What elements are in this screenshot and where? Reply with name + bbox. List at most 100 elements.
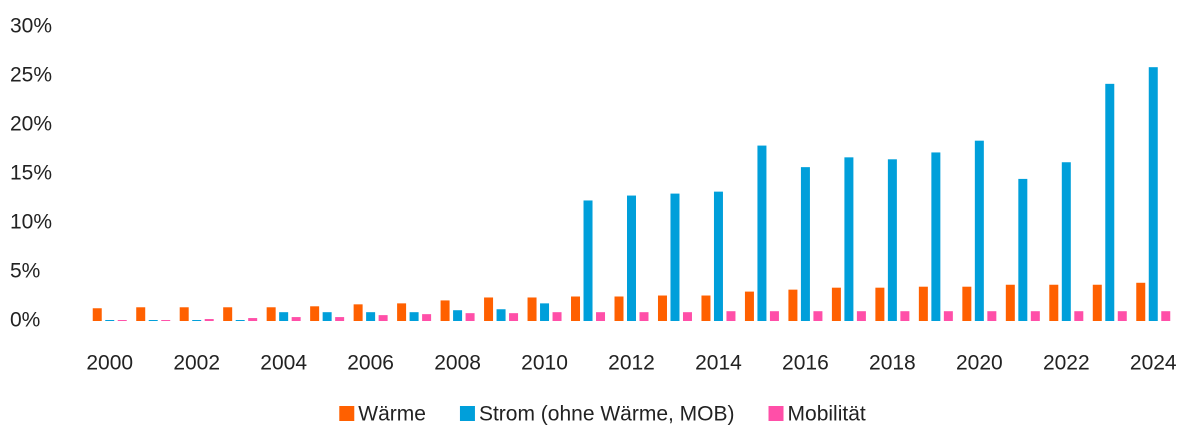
bar	[962, 286, 972, 321]
bar	[279, 312, 289, 321]
legend-swatch	[339, 406, 355, 421]
x-tick-label: 2014	[695, 352, 742, 375]
bar	[1136, 282, 1146, 321]
bar	[136, 307, 146, 321]
bar	[757, 145, 767, 321]
bar	[670, 193, 680, 321]
bar	[800, 167, 810, 321]
legend-label: Mobilität	[788, 403, 866, 426]
legend-swatch	[459, 406, 475, 421]
bar	[856, 311, 866, 321]
bar	[1018, 178, 1028, 321]
x-tick-label: 2024	[1130, 352, 1177, 375]
bar	[453, 310, 463, 321]
bar	[161, 320, 171, 321]
bar	[844, 157, 854, 321]
y-tick-label: 0%	[10, 309, 40, 332]
bar	[179, 307, 189, 321]
bar	[148, 320, 158, 321]
y-tick-label: 25%	[10, 64, 52, 87]
legend-swatch	[768, 406, 784, 421]
bar	[918, 286, 928, 321]
bar	[657, 295, 667, 321]
bar	[614, 296, 624, 321]
bar	[117, 320, 127, 321]
bar	[223, 307, 233, 321]
bar	[322, 312, 332, 321]
bar	[1061, 162, 1071, 321]
legend-label: Strom (ohne Wärme, MOB)	[479, 403, 735, 426]
bar	[1161, 311, 1171, 321]
bar	[744, 291, 754, 321]
bar	[484, 297, 494, 321]
bar	[552, 312, 562, 321]
bar	[875, 287, 885, 321]
bar	[1049, 284, 1059, 321]
bar	[682, 312, 692, 321]
x-tick-label: 2006	[347, 352, 394, 375]
bar	[1030, 311, 1040, 321]
bar	[105, 320, 115, 321]
bar	[409, 312, 419, 321]
bar	[465, 313, 475, 321]
y-tick-label: 10%	[10, 211, 52, 234]
bar	[440, 300, 450, 321]
legend-label: Wärme	[358, 403, 426, 426]
bar	[627, 195, 636, 321]
bar	[831, 287, 841, 321]
bar	[583, 200, 593, 321]
x-tick-label: 2018	[869, 352, 916, 375]
bar	[366, 312, 376, 321]
bar	[813, 311, 823, 321]
bar	[397, 303, 407, 321]
y-tick-label: 30%	[10, 15, 52, 38]
x-tick-label: 2008	[434, 352, 481, 375]
bar	[266, 307, 276, 321]
x-tick-label: 2000	[86, 352, 133, 375]
bar	[1074, 311, 1084, 321]
bar	[509, 313, 519, 321]
bar	[496, 309, 506, 321]
bar	[92, 308, 102, 321]
x-tick-label: 2022	[1043, 352, 1090, 375]
bar	[291, 317, 301, 321]
x-tick-label: 2004	[260, 352, 307, 375]
bar	[335, 317, 345, 321]
bar	[192, 320, 202, 321]
bar	[900, 311, 910, 321]
bar	[987, 311, 997, 321]
y-tick-label: 20%	[10, 113, 52, 136]
bar	[310, 306, 320, 321]
bar	[943, 311, 953, 321]
bar	[1005, 284, 1015, 321]
bar	[788, 289, 798, 321]
bar	[639, 312, 649, 321]
y-tick-label: 15%	[10, 162, 52, 185]
bar	[571, 296, 581, 321]
bar	[248, 318, 258, 321]
y-tick-label: 5%	[10, 260, 40, 283]
x-tick-label: 2002	[173, 352, 220, 375]
bar	[1105, 83, 1115, 321]
bar	[422, 314, 432, 321]
x-tick-label: 2020	[956, 352, 1003, 375]
bar	[713, 191, 723, 321]
bar	[540, 303, 550, 321]
bar	[974, 140, 984, 321]
bar	[378, 315, 388, 321]
x-tick-label: 2010	[521, 352, 568, 375]
x-tick-label: 2012	[608, 352, 655, 375]
bar	[1117, 311, 1127, 321]
bar	[887, 159, 897, 321]
bar	[353, 304, 363, 321]
bar	[931, 152, 941, 321]
bar	[726, 311, 736, 321]
bar	[235, 320, 245, 321]
bar	[596, 312, 606, 321]
bar	[527, 297, 537, 321]
bar	[1148, 67, 1158, 322]
x-tick-label: 2016	[782, 352, 829, 375]
bar	[1092, 284, 1102, 321]
